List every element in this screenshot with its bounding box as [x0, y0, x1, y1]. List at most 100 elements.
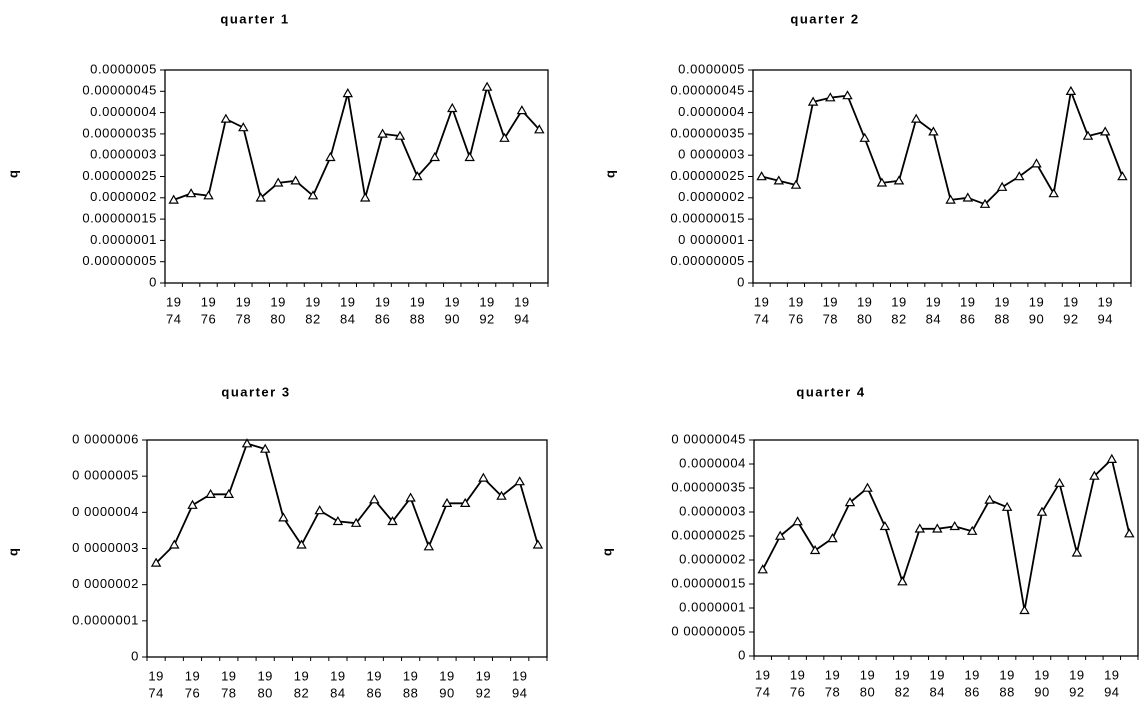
y-tick-label: 0 0000005 — [72, 468, 139, 483]
x-tick-label: 19 — [754, 294, 769, 309]
data-point-marker — [241, 438, 253, 448]
x-tick-label: 84 — [926, 311, 941, 326]
x-tick-label: 19 — [999, 667, 1014, 682]
y-tick-label: 0.0000003 — [679, 503, 746, 518]
data-point-marker — [238, 122, 249, 132]
x-tick-label: 88 — [994, 311, 1009, 326]
data-point-marker — [359, 192, 371, 202]
x-tick-label: 19 — [201, 294, 216, 309]
x-tick-label: 94 — [1104, 684, 1119, 699]
series-line — [173, 86, 540, 201]
x-tick-label: 19 — [994, 294, 1009, 309]
x-tick-label: 19 — [375, 294, 390, 309]
x-tick-label: 86 — [375, 311, 390, 326]
data-point-marker — [1054, 477, 1065, 487]
data-point-marker — [1117, 171, 1128, 181]
data-point-marker — [945, 194, 956, 204]
x-tick-label: 19 — [857, 294, 872, 309]
data-point-marker — [876, 177, 888, 187]
y-tick-label: 0.00000005 — [670, 253, 745, 268]
x-tick-label: 82 — [305, 311, 320, 326]
y-tick-label: 0.00000015 — [670, 211, 745, 226]
data-point-marker — [481, 81, 493, 91]
x-tick-label: 90 — [445, 311, 460, 326]
x-tick-label: 88 — [410, 311, 425, 326]
x-tick-label: 19 — [825, 667, 840, 682]
data-point-marker — [169, 539, 180, 549]
x-tick-label: 86 — [960, 311, 975, 326]
x-tick-label: 19 — [166, 294, 181, 309]
data-point-marker — [757, 564, 768, 574]
data-point-marker — [756, 171, 767, 181]
data-point-marker — [516, 105, 528, 115]
data-point-marker — [307, 190, 319, 200]
chart-title: quarter 2 — [790, 11, 859, 26]
y-tick-label: 0.0000001 — [90, 232, 157, 247]
x-tick-label: 82 — [294, 685, 309, 700]
y-tick-label: 0.00000025 — [82, 168, 157, 183]
y-tick-label: 0 — [131, 648, 139, 663]
data-point-marker — [350, 517, 362, 527]
x-tick-label: 19 — [305, 294, 320, 309]
data-point-marker — [1106, 453, 1118, 464]
x-tick-label: 88 — [999, 684, 1014, 699]
x-tick-label: 19 — [445, 294, 460, 309]
data-point-marker — [1036, 506, 1048, 516]
x-tick-label: 19 — [960, 294, 975, 309]
x-tick-label: 19 — [790, 667, 805, 682]
y-tick-label: 0 0000006 — [72, 431, 139, 446]
data-point-marker — [499, 132, 510, 142]
x-tick-label: 80 — [860, 684, 875, 699]
y-tick-label: 0.00000025 — [671, 527, 746, 542]
y-tick-label: 0.0000002 — [90, 189, 157, 204]
x-tick-label: 19 — [236, 294, 251, 309]
x-tick-label: 19 — [755, 667, 770, 682]
x-tick-label: 84 — [330, 685, 345, 700]
y-axis-label: q — [5, 170, 20, 178]
y-tick-label: 0.00000045 — [82, 83, 157, 98]
x-tick-label: 19 — [1063, 294, 1078, 309]
data-point-marker — [496, 490, 507, 500]
data-point-marker — [532, 539, 544, 549]
x-tick-label: 86 — [964, 684, 979, 699]
x-tick-label: 76 — [790, 684, 805, 699]
data-point-marker — [914, 523, 926, 533]
data-point-marker — [325, 151, 336, 162]
data-point-marker — [459, 497, 471, 507]
chart-quarter-3: quarter 3 q 0 0000006 0 0000005 0 0000004 0 0… — [0, 357, 571, 714]
data-point-marker — [893, 175, 905, 185]
series-line — [155, 442, 539, 564]
data-point-marker — [774, 530, 786, 540]
x-tick-label: 19 — [926, 294, 941, 309]
data-point-marker — [1124, 528, 1135, 538]
x-tick-label: 74 — [148, 685, 163, 700]
plot-area-frame — [146, 439, 548, 658]
data-point-marker — [842, 90, 853, 100]
x-tick-label: 84 — [340, 311, 355, 326]
data-point-marker — [809, 544, 821, 555]
data-point-marker — [369, 494, 380, 504]
y-tick-label: 0.0000001 — [72, 612, 139, 627]
data-point-marker — [423, 541, 435, 551]
data-point-marker — [387, 515, 398, 526]
data-point-marker — [825, 92, 836, 102]
x-tick-label: 19 — [860, 667, 875, 682]
data-point-marker — [447, 102, 458, 113]
x-tick-label: 94 — [512, 685, 527, 700]
data-point-marker — [185, 188, 197, 198]
x-tick-label: 78 — [236, 311, 251, 326]
y-tick-label: 0.00000015 — [82, 211, 157, 226]
data-point-marker — [342, 87, 354, 98]
x-tick-label: 19 — [410, 294, 425, 309]
data-point-marker — [932, 523, 943, 533]
data-point-marker — [290, 175, 301, 185]
data-point-marker — [278, 512, 289, 522]
data-point-marker — [1089, 470, 1100, 480]
y-tick-label: 0.0000002 — [678, 189, 745, 204]
x-tick-label: 82 — [895, 684, 910, 699]
x-tick-label: 19 — [891, 294, 906, 309]
y-tick-label: 0.00000025 — [670, 168, 745, 183]
data-point-marker — [394, 130, 406, 140]
x-tick-label: 19 — [185, 668, 200, 683]
data-point-marker — [1071, 547, 1083, 557]
